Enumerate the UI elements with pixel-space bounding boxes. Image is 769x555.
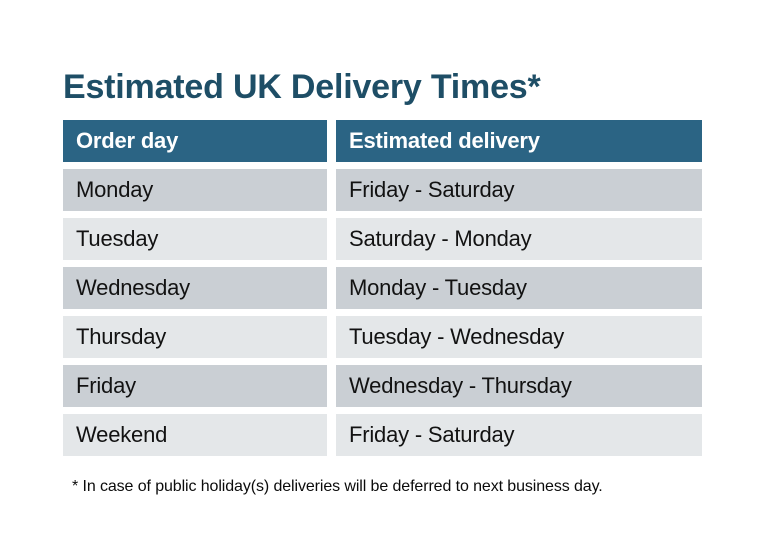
delivery-times-table: Order day Estimated delivery Monday Frid…	[63, 120, 702, 456]
column-header-order-day: Order day	[63, 120, 327, 162]
order-day-cell: Tuesday	[63, 218, 327, 260]
order-day-cell: Friday	[63, 365, 327, 407]
page-title: Estimated UK Delivery Times*	[63, 67, 541, 106]
estimated-delivery-cell: Tuesday - Wednesday	[336, 316, 702, 358]
estimated-delivery-cell: Monday - Tuesday	[336, 267, 702, 309]
estimated-delivery-cell: Saturday - Monday	[336, 218, 702, 260]
order-day-cell: Monday	[63, 169, 327, 211]
estimated-delivery-cell: Wednesday - Thursday	[336, 365, 702, 407]
order-day-cell: Wednesday	[63, 267, 327, 309]
order-day-cell: Thursday	[63, 316, 327, 358]
footnote: * In case of public holiday(s) deliverie…	[72, 478, 603, 495]
column-header-estimated-delivery: Estimated delivery	[336, 120, 702, 162]
estimated-delivery-cell: Friday - Saturday	[336, 414, 702, 456]
estimated-delivery-cell: Friday - Saturday	[336, 169, 702, 211]
order-day-cell: Weekend	[63, 414, 327, 456]
